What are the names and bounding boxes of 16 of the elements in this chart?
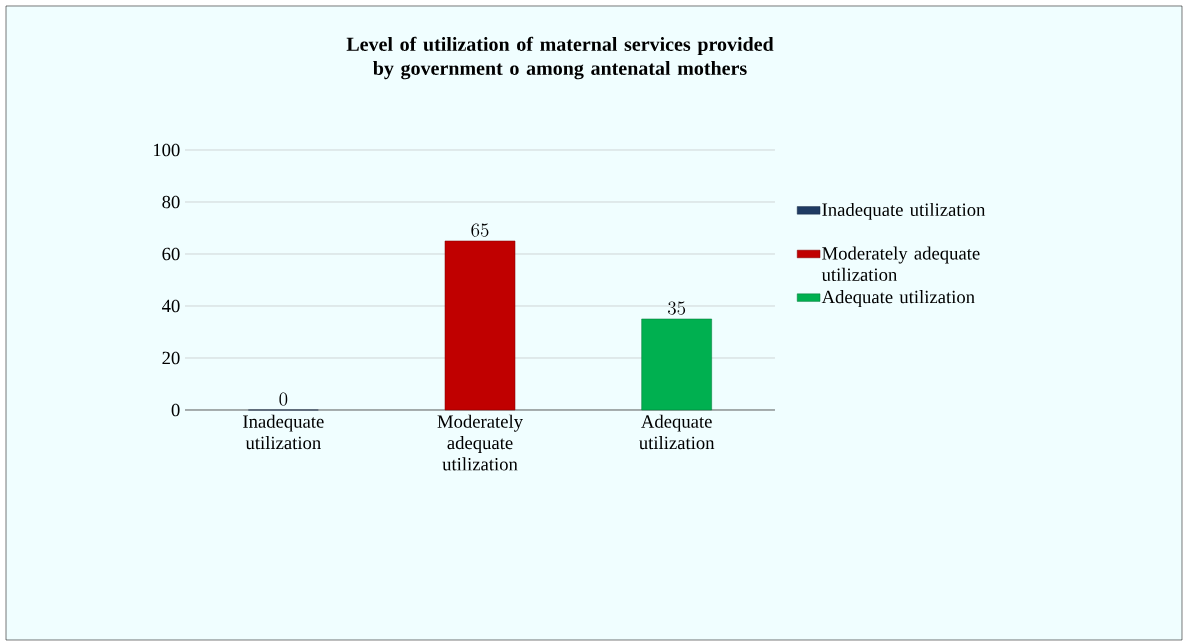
legend-label: Moderately adequate utilization	[821, 246, 980, 281]
legend-label: Adequate utilization	[821, 290, 975, 308]
x-tick-label: Moderately adequate utilization	[437, 414, 523, 471]
y-tick-label: 0	[171, 403, 180, 417]
y-tick-label: 20	[162, 351, 180, 365]
x-tick-label: Adequate utilization	[639, 414, 715, 450]
y-tick-label: 100	[153, 143, 180, 157]
y-tick-label: 80	[162, 195, 180, 209]
y-tick-label: 60	[162, 247, 180, 261]
data-label: 65	[471, 223, 489, 237]
data-label: 0	[279, 392, 288, 406]
chart-title: Level of utilization of maternal services provided by government o among antenatal mothers	[346, 36, 774, 80]
data-label: 35	[668, 301, 686, 315]
x-tick-label: Inadequate utilization	[243, 414, 324, 450]
legend-label: Inadequate utilization	[822, 202, 986, 220]
y-tick-label: 40	[161, 299, 180, 313]
